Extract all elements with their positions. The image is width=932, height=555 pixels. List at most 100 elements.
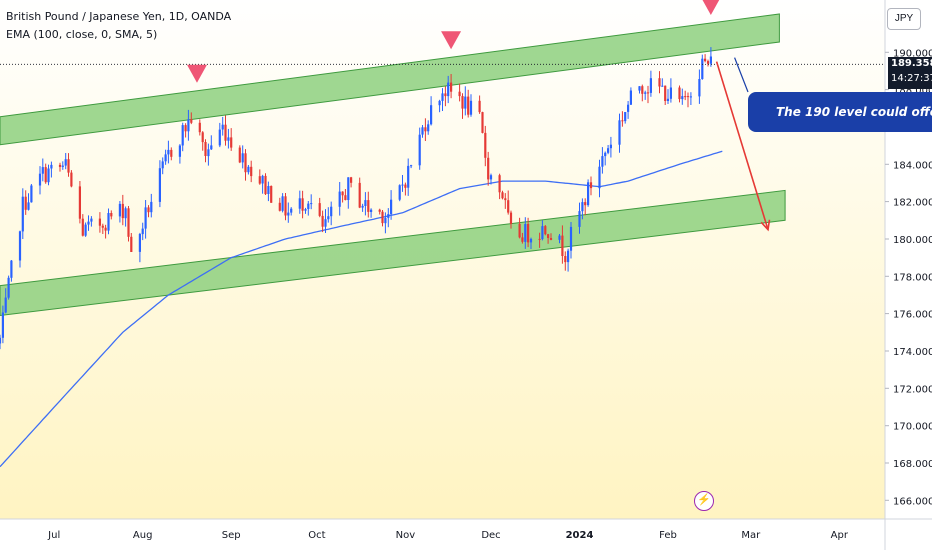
- candle: [518, 217, 521, 239]
- candle: [401, 175, 404, 192]
- channel-upper-band: [0, 13, 780, 146]
- candle-body: [38, 173, 42, 186]
- candle: [390, 190, 393, 220]
- down-triangle-icon: [186, 64, 207, 83]
- candle-body: [281, 196, 284, 211]
- annotation-overlays[interactable]: [0, 0, 885, 232]
- candle-body: [101, 225, 104, 228]
- candle-body: [501, 192, 504, 199]
- candle: [561, 225, 564, 264]
- price-axis[interactable]: 166.000 168.000 170.000 172.000 174.000 176.0…: [885, 48, 932, 507]
- currency-button[interactable]: JPY: [887, 8, 921, 30]
- candle: [684, 90, 687, 101]
- candle-body: [367, 200, 370, 212]
- candle: [489, 173, 493, 185]
- candle-body: [127, 208, 130, 237]
- candle-body: [227, 137, 230, 141]
- candle: [204, 139, 207, 163]
- candle-body: [398, 185, 401, 200]
- candle: [178, 144, 181, 164]
- candle-body: [621, 120, 624, 122]
- candle-body: [387, 214, 390, 218]
- candle: [430, 96, 433, 126]
- candle: [441, 88, 444, 111]
- channel-bands[interactable]: [0, 13, 786, 317]
- candle: [24, 190, 27, 215]
- y-tick-label: 176.000: [893, 310, 932, 321]
- lightning-bolt-icon[interactable]: ⚡: [694, 491, 714, 511]
- time-axis[interactable]: Jul Aug Sep Oct Nov Dec 2024 Feb Mar Apr: [47, 530, 849, 541]
- candle-body: [304, 209, 307, 211]
- candle: [161, 157, 164, 175]
- indicator-label[interactable]: EMA (100, close, 0, SMA, 5): [6, 28, 158, 41]
- candle-body: [264, 175, 267, 195]
- candle-body: [430, 105, 433, 125]
- candle: [198, 119, 201, 136]
- candle-body: [287, 212, 290, 216]
- candle-body: [121, 203, 124, 219]
- candle: [347, 177, 350, 209]
- candle: [584, 198, 587, 216]
- candle: [521, 232, 524, 244]
- candle: [558, 234, 561, 244]
- candle-body: [381, 211, 384, 224]
- candle-body: [698, 79, 701, 97]
- candle-body: [47, 168, 50, 183]
- candle-body: [578, 211, 581, 227]
- candle-body: [478, 100, 481, 113]
- candle: [350, 176, 353, 188]
- candle-body: [681, 96, 684, 100]
- candle-body: [441, 93, 444, 101]
- candle: [404, 182, 407, 196]
- candle-body: [487, 157, 490, 180]
- x-tick-label: Nov: [396, 530, 416, 541]
- candle-body: [410, 165, 413, 167]
- down-triangle-icon: [441, 31, 462, 50]
- candle: [124, 206, 127, 227]
- candle-body: [244, 153, 247, 173]
- candle: [107, 208, 110, 235]
- candle-body: [284, 196, 287, 216]
- candle: [141, 222, 144, 241]
- candle: [527, 217, 530, 248]
- candle-body: [307, 203, 310, 209]
- candle: [578, 202, 581, 234]
- candle-body: [464, 96, 467, 109]
- candle: [61, 161, 64, 170]
- candle: [158, 160, 161, 208]
- candle-body: [30, 185, 33, 203]
- resistance-callout[interactable]: The 190 level could offer resistance: [748, 92, 932, 132]
- candle: [1, 305, 4, 344]
- candle-body: [544, 226, 547, 235]
- candle: [224, 115, 227, 146]
- candle: [461, 93, 464, 119]
- candle: [701, 54, 704, 80]
- candle-body: [524, 224, 527, 242]
- candle: [181, 122, 184, 152]
- candle-body: [1, 312, 4, 338]
- candle-body: [467, 96, 470, 115]
- candle-body: [587, 182, 590, 206]
- candle: [398, 184, 401, 202]
- candle-body: [24, 196, 27, 210]
- candle-body: [164, 154, 167, 162]
- candle: [664, 85, 667, 105]
- candle: [144, 200, 147, 239]
- candle-body: [461, 96, 464, 109]
- candle: [270, 185, 273, 203]
- candles-group[interactable]: [0, 47, 712, 350]
- candle-body: [669, 87, 672, 99]
- candle: [338, 182, 341, 216]
- candle: [681, 88, 684, 105]
- candle: [318, 197, 321, 218]
- candle: [201, 131, 204, 151]
- candle-body: [204, 142, 207, 156]
- candle: [30, 184, 33, 203]
- y-tick-label: 168.000: [893, 459, 932, 470]
- candle-body: [469, 100, 473, 115]
- candle-body: [167, 149, 170, 155]
- symbol-title[interactable]: British Pound / Japanese Yen, 1D, OANDA: [6, 10, 232, 23]
- x-tick-label: Dec: [481, 530, 500, 541]
- candle-body: [344, 195, 347, 200]
